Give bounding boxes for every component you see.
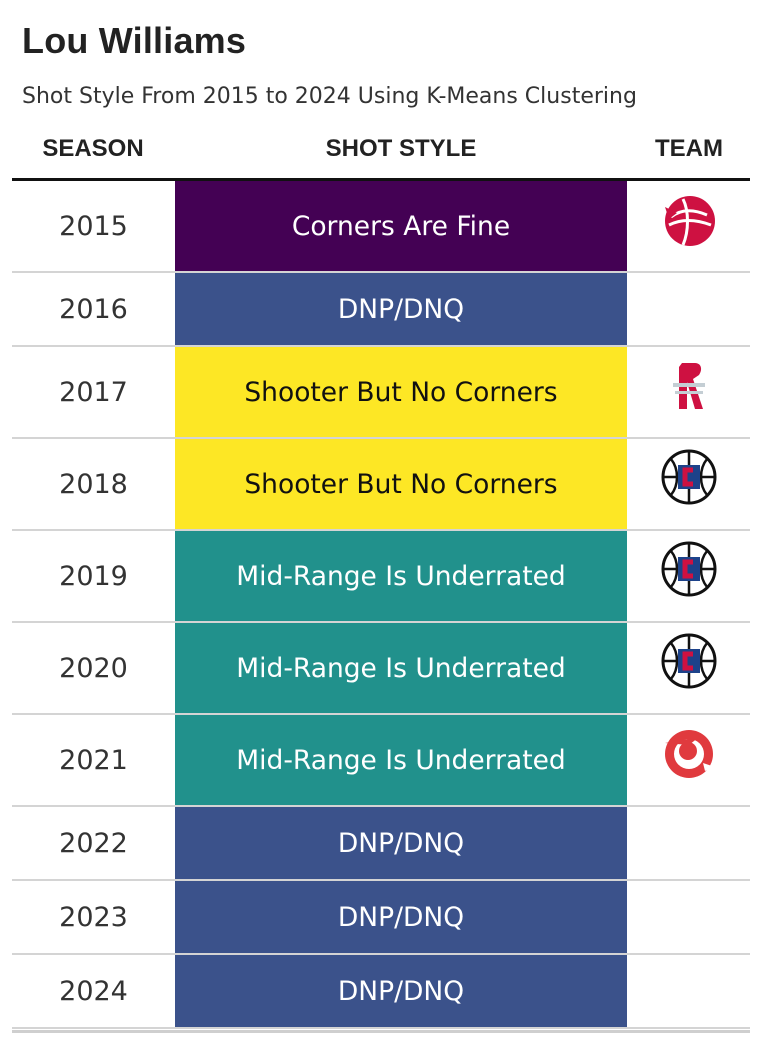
season-cell: 2017 <box>12 346 175 439</box>
header-divider <box>12 178 750 181</box>
shot-style-cell: Corners Are Fine <box>175 181 627 273</box>
team-cell <box>627 181 750 273</box>
team-cell <box>627 954 750 1029</box>
rockets-logo-icon <box>672 363 705 409</box>
team-cell <box>627 530 750 623</box>
team-cell <box>627 346 750 439</box>
season-cell: 2023 <box>12 880 175 955</box>
shot-style-table: 2015 Corners Are Fine 2016 DNP/DNQ 2017 Shoot… <box>12 181 750 1029</box>
chart-subtitle: Shot Style From 2015 to 2024 Using K-Mea… <box>22 84 637 109</box>
shot-style-cell: Mid-Range Is Underrated <box>175 714 627 807</box>
table-row: 2016 DNP/DNQ <box>12 272 750 347</box>
table-row: 2017 Shooter But No Corners <box>12 346 750 439</box>
team-cell <box>627 622 750 715</box>
team-cell <box>627 438 750 531</box>
team-cell <box>627 714 750 807</box>
season-cell: 2024 <box>12 954 175 1029</box>
season-cell: 2016 <box>12 272 175 347</box>
shot-style-cell: DNP/DNQ <box>175 272 627 347</box>
shot-style-cell: DNP/DNQ <box>175 954 627 1029</box>
season-cell: 2015 <box>12 181 175 273</box>
shot-style-cell: Mid-Range Is Underrated <box>175 622 627 715</box>
table-row: 2019 Mid-Range Is Underrated <box>12 530 750 623</box>
shot-style-cell: DNP/DNQ <box>175 806 627 881</box>
shot-style-cell: Shooter But No Corners <box>175 346 627 439</box>
clippers-logo-icon <box>661 449 716 505</box>
table-row: 2024 DNP/DNQ <box>12 954 750 1029</box>
clippers-logo-icon <box>661 633 716 689</box>
team-cell <box>627 272 750 347</box>
table-row: 2020 Mid-Range Is Underrated <box>12 622 750 715</box>
column-header-team: TEAM <box>655 135 723 162</box>
season-cell: 2020 <box>12 622 175 715</box>
shot-style-cell: DNP/DNQ <box>175 880 627 955</box>
table-row: 2023 DNP/DNQ <box>12 880 750 955</box>
season-cell: 2019 <box>12 530 175 623</box>
column-header-shot-style: SHOT STYLE <box>325 135 477 162</box>
hawks-logo-icon <box>664 730 715 778</box>
table-row: 2021 Mid-Range Is Underrated <box>12 714 750 807</box>
chart-title: Lou Williams <box>22 20 247 61</box>
table-body: 2015 Corners Are Fine 2016 DNP/DNQ 2017 Shoot… <box>12 181 750 1029</box>
team-cell <box>627 880 750 955</box>
season-cell: 2022 <box>12 806 175 881</box>
table-row: 2015 Corners Are Fine <box>12 181 750 273</box>
column-header-season: SEASON <box>42 135 144 162</box>
table-row: 2018 Shooter But No Corners <box>12 438 750 531</box>
raptors-logo-icon <box>664 196 715 246</box>
clippers-logo-icon <box>661 541 716 597</box>
table-row: 2022 DNP/DNQ <box>12 806 750 881</box>
shot-style-cell: Mid-Range Is Underrated <box>175 530 627 623</box>
team-cell <box>627 806 750 881</box>
table-bottom-rule <box>12 1030 750 1033</box>
shot-style-cell: Shooter But No Corners <box>175 438 627 531</box>
season-cell: 2021 <box>12 714 175 807</box>
season-cell: 2018 <box>12 438 175 531</box>
